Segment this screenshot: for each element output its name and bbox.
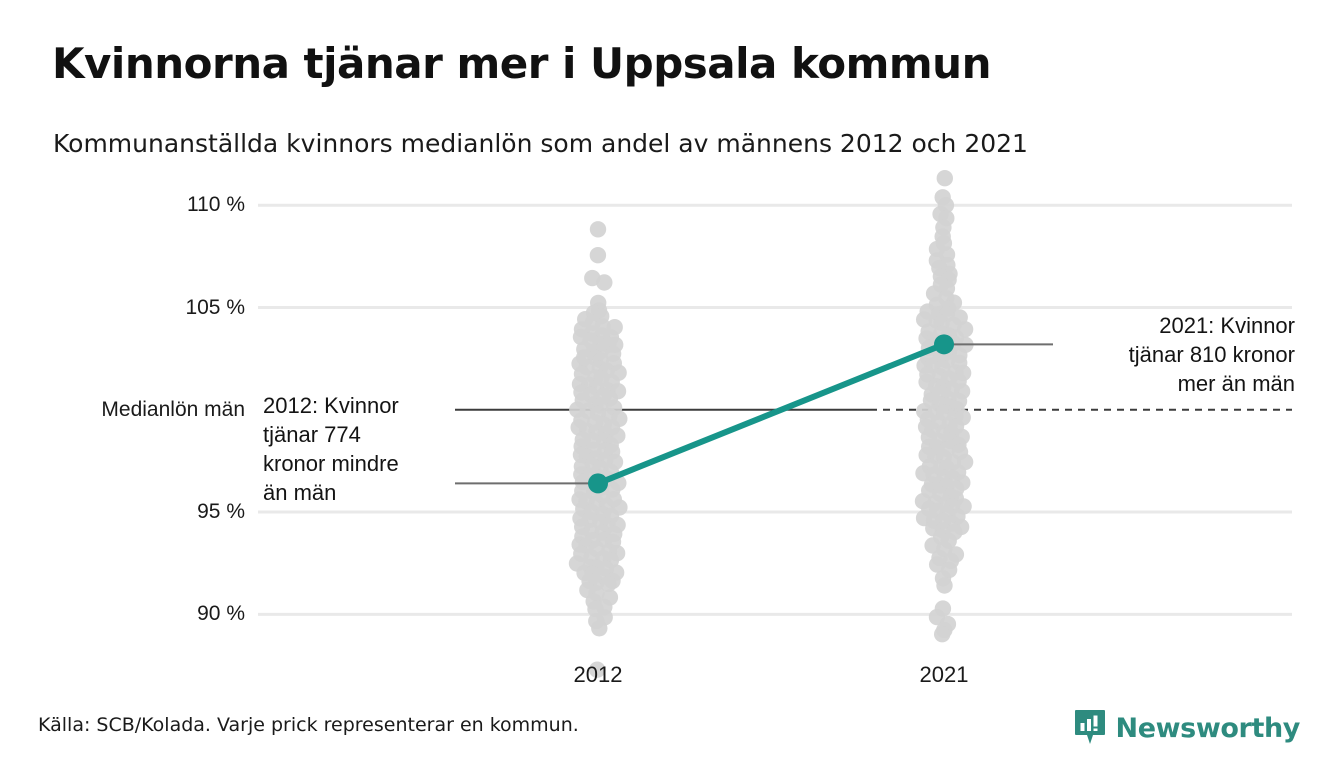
annotation-2012: 2012: Kvinnor tjänar 774 kronor mindre än m…: [263, 391, 463, 507]
municipality-dot: [589, 221, 607, 238]
y-axis-tick-110: 110 %: [187, 193, 245, 217]
highlight-series-uppsala[interactable]: [588, 334, 954, 494]
annotation-2012-line-3: kronor mindre: [263, 451, 399, 476]
source-note: Källa: SCB/Kolada. Varje prick represent…: [38, 714, 579, 736]
page-title: Kvinnorna tjänar mer i Uppsala kommun: [52, 39, 991, 88]
municipality-dot: [934, 626, 951, 643]
x-axis-tick-2012: 2012: [573, 662, 623, 687]
annotation-2012-line-2: tjänar 774: [263, 422, 361, 447]
annotation-2021-line-2: tjänar 810 kronor: [1128, 342, 1295, 367]
gridlines: [258, 203, 1292, 616]
annotation-2021-line-1: 2021: Kvinnor: [1159, 313, 1295, 338]
municipality-dot: [589, 661, 606, 678]
highlight-dot-2021[interactable]: [934, 334, 954, 355]
municipality-dot: [591, 620, 608, 637]
newsworthy-logo[interactable]: Newsworthy: [1074, 706, 1300, 750]
highlight-connector[interactable]: [595, 341, 947, 487]
municipality-dot: [589, 247, 607, 264]
chart-subtitle: Kommunanställda kvinnors medianlön som a…: [53, 129, 1028, 158]
x-axis-tick-2021: 2021: [919, 662, 969, 687]
highlight-dot-2012[interactable]: [588, 473, 608, 494]
annotation-2021-line-3: mer än män: [1177, 371, 1295, 396]
municipality-dot: [936, 577, 953, 594]
y-axis-tick-105: 105 %: [185, 295, 245, 319]
y-axis-tick-100: Medianlön män: [101, 397, 245, 421]
logo-wordmark: Newsworthy: [1115, 712, 1301, 744]
municipality-dot: [936, 170, 953, 187]
municipality-dot: [600, 575, 617, 593]
annotation-2012-line-1: 2012: Kvinnor: [263, 393, 399, 418]
annotation-2021: 2021: Kvinnor tjänar 810 kronor mer än män: [1062, 311, 1295, 398]
y-axis-tick-95: 95 %: [197, 500, 245, 524]
bar-chart-speech-bubble-icon: [1074, 710, 1105, 744]
y-axis-tick-90: 90 %: [197, 602, 245, 626]
annotation-leader-lines: [455, 343, 1053, 485]
municipality-dot: [596, 274, 613, 291]
annotation-2012-line-4: än män: [263, 480, 337, 505]
dot-cloud: [568, 170, 974, 678]
